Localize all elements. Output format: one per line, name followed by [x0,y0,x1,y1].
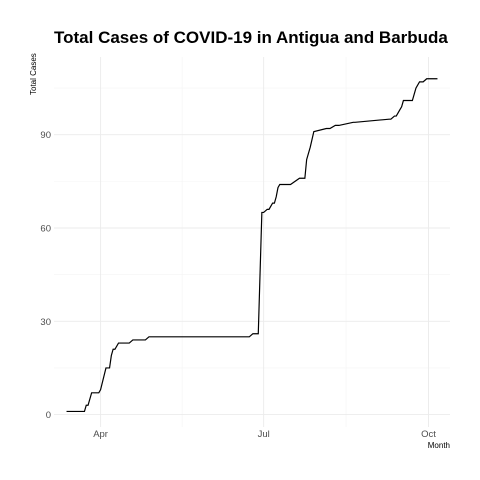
y-tick-label: 0 [46,410,51,421]
grid-lines [54,57,450,427]
x-tick-label: Apr [93,429,108,440]
x-tick-label: Oct [421,429,436,440]
y-tick-label: 60 [40,224,51,235]
x-axis-title: Month [428,441,450,450]
x-tick-label: Jul [258,429,270,440]
y-axis-title: Total Cases [29,53,38,95]
y-tick-label: 30 [40,317,51,328]
chart-title: Total Cases of COVID-19 in Antigua and B… [54,28,448,47]
series-group [66,78,438,413]
total-cases-line [66,78,438,413]
y-tick-label: 90 [40,130,51,141]
tick-labels: 0 30 60 90 Apr Jul Oct [40,130,436,440]
